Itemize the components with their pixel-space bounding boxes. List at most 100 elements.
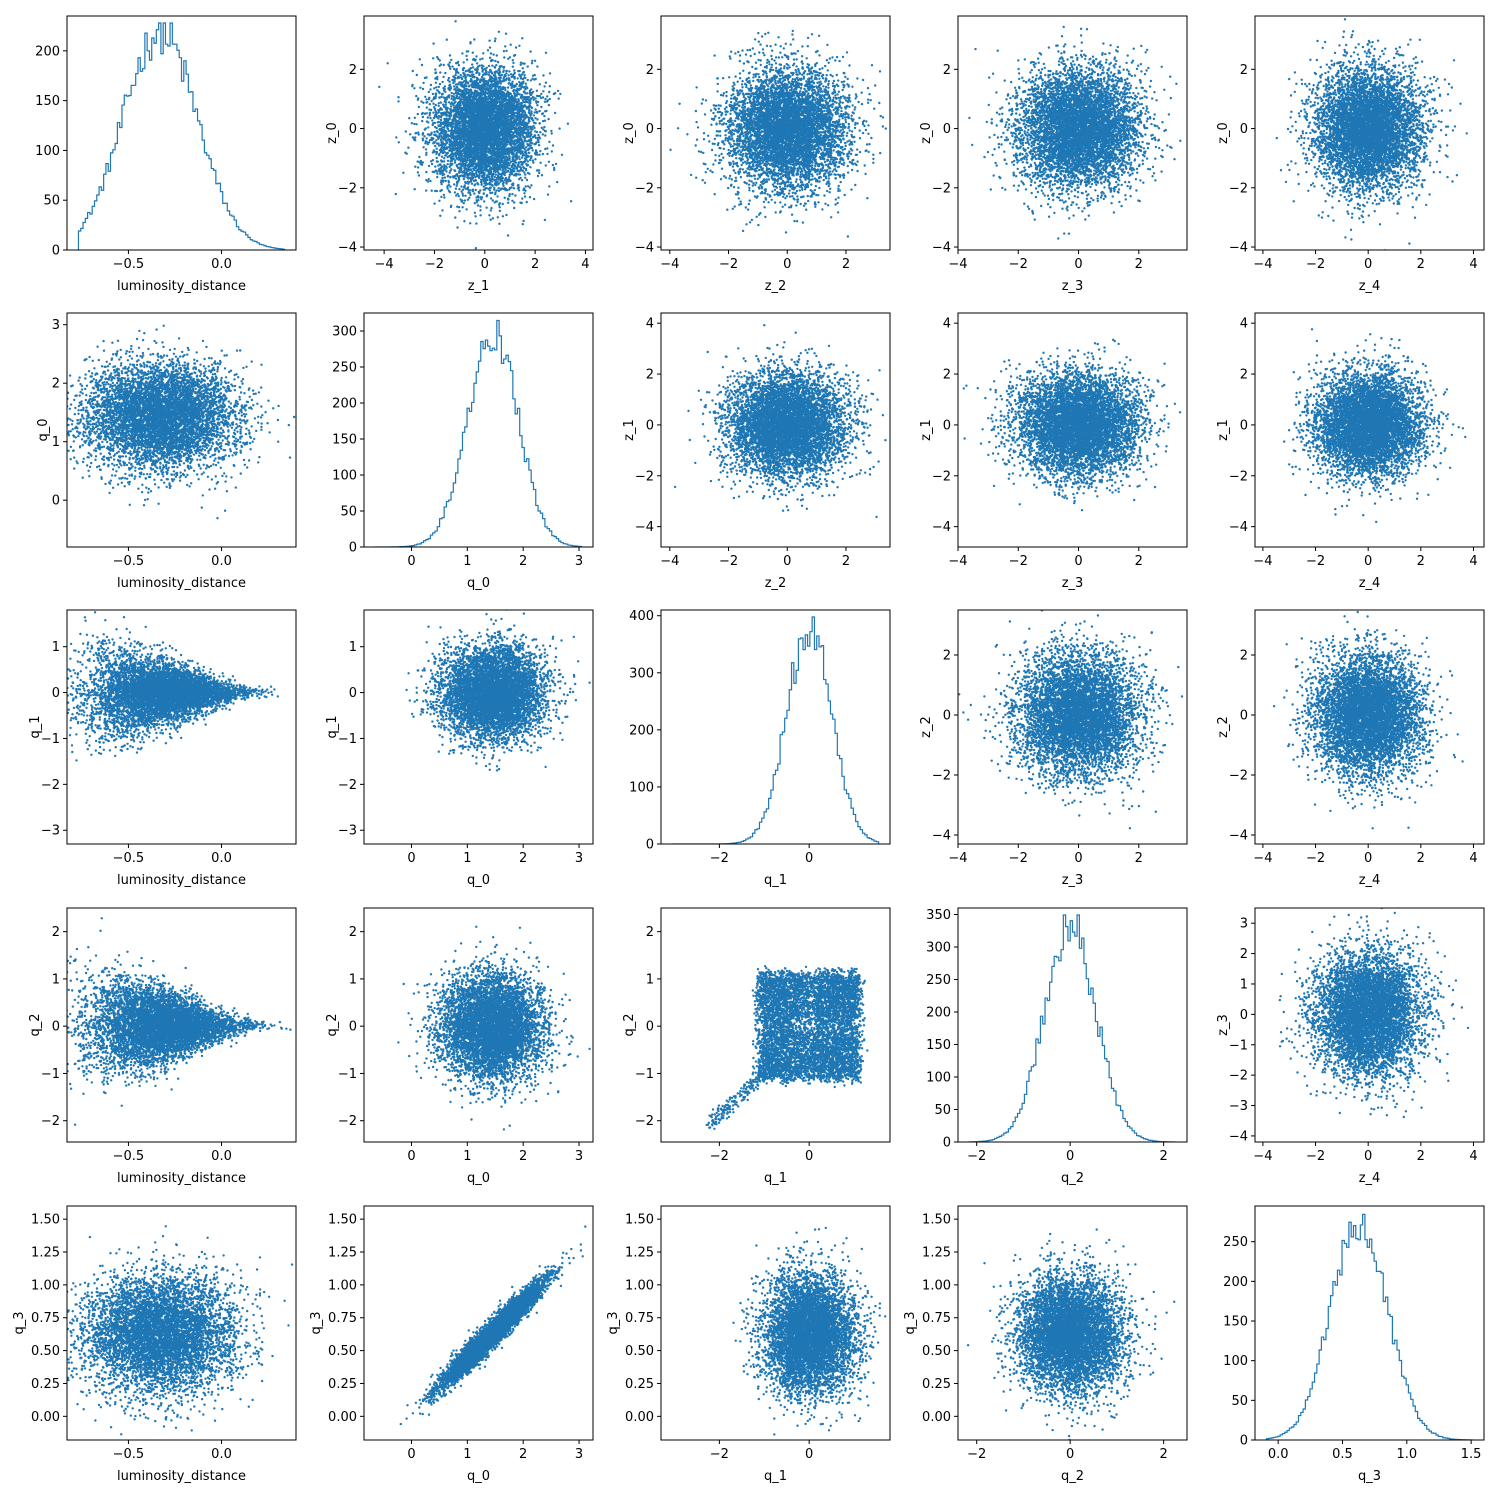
scatter-point	[474, 215, 476, 217]
scatter-point	[492, 94, 494, 96]
scatter-point	[453, 110, 455, 112]
scatter-point	[502, 71, 504, 73]
scatter-point	[448, 77, 450, 79]
scatter-point	[483, 185, 485, 187]
scatter-point	[416, 74, 418, 76]
scatter-point	[442, 171, 444, 173]
scatter-point	[537, 134, 539, 136]
scatter-point	[419, 87, 421, 89]
scatter-point	[444, 106, 446, 108]
scatter-point	[465, 55, 467, 57]
scatter-point	[508, 157, 510, 159]
scatter-point	[479, 58, 481, 60]
scatter-point	[397, 96, 399, 98]
scatter-point	[554, 92, 556, 94]
scatter-point	[409, 133, 411, 135]
scatter-point	[443, 157, 445, 159]
scatter-point	[444, 97, 446, 99]
scatter-point	[496, 195, 498, 197]
scatter-point	[417, 113, 419, 115]
scatter-point	[436, 56, 438, 58]
scatter-point	[514, 118, 516, 120]
scatter-point	[436, 148, 438, 150]
scatter-point	[517, 164, 519, 166]
scatter-point	[534, 60, 536, 62]
scatter-point	[536, 65, 538, 67]
scatter-point	[445, 142, 447, 144]
scatter-point	[493, 74, 495, 76]
scatter-point	[404, 152, 406, 154]
scatter-point	[468, 85, 470, 87]
scatter-point	[456, 185, 458, 187]
scatter-point	[427, 180, 429, 182]
scatter-point	[522, 220, 524, 222]
scatter-point	[436, 160, 438, 162]
scatter-point	[499, 74, 501, 76]
scatter-point	[503, 50, 505, 52]
scatter-point	[425, 152, 427, 154]
scatter-point	[501, 159, 503, 161]
scatter-point	[513, 207, 515, 209]
scatter-point	[476, 62, 478, 64]
scatter-point	[477, 167, 479, 169]
scatter-point	[482, 74, 484, 76]
scatter-point	[524, 140, 526, 142]
scatter-point	[544, 134, 546, 136]
scatter-point	[466, 50, 468, 52]
scatter-point	[437, 117, 439, 119]
scatter-point	[418, 156, 420, 158]
scatter-point	[479, 189, 481, 191]
scatter-point	[486, 194, 488, 196]
scatter-point	[494, 66, 496, 68]
scatter-point	[453, 183, 455, 185]
scatter-point	[433, 131, 435, 133]
scatter-point	[479, 214, 481, 216]
scatter-point	[473, 80, 475, 82]
y-tick-label: 200	[35, 44, 60, 59]
scatter-point	[504, 74, 506, 76]
scatter-point	[426, 112, 428, 114]
scatter-point	[532, 75, 534, 77]
scatter-point	[421, 113, 423, 115]
scatter-point	[514, 92, 516, 94]
scatter-point	[502, 215, 504, 217]
scatter-point	[530, 184, 532, 186]
scatter-point	[530, 130, 532, 132]
scatter-point	[549, 72, 551, 74]
scatter-point	[491, 65, 493, 67]
scatter-point	[463, 202, 465, 204]
scatter-point	[438, 96, 440, 98]
scatter-point	[439, 59, 441, 61]
scatter-point	[427, 116, 429, 118]
scatter-point	[516, 168, 518, 170]
scatter-point	[557, 90, 559, 92]
scatter-point	[450, 98, 452, 100]
scatter-point	[522, 153, 524, 155]
scatter-point	[452, 155, 454, 157]
scatter-point	[505, 171, 507, 173]
scatter-point	[469, 194, 471, 196]
scatter-point	[527, 98, 529, 100]
scatter-point	[439, 167, 441, 169]
scatter-point	[476, 71, 478, 73]
scatter-point	[498, 223, 500, 225]
scatter-point	[491, 144, 493, 146]
scatter-point	[499, 80, 501, 82]
scatter-point	[482, 78, 484, 80]
scatter-point	[532, 91, 534, 93]
scatter-point	[461, 206, 463, 208]
scatter-point	[516, 95, 518, 97]
scatter-point	[538, 172, 540, 174]
scatter-point	[459, 166, 461, 168]
scatter-point	[480, 184, 482, 186]
scatter-point	[425, 137, 427, 139]
scatter-point	[432, 42, 434, 44]
scatter-point	[417, 171, 419, 173]
scatter-point	[533, 122, 535, 124]
scatter-point	[420, 100, 422, 102]
scatter-point	[526, 135, 528, 137]
scatter-point	[506, 70, 508, 72]
scatter-point	[432, 112, 434, 114]
scatter-point	[513, 113, 515, 115]
scatter-point	[545, 164, 547, 166]
